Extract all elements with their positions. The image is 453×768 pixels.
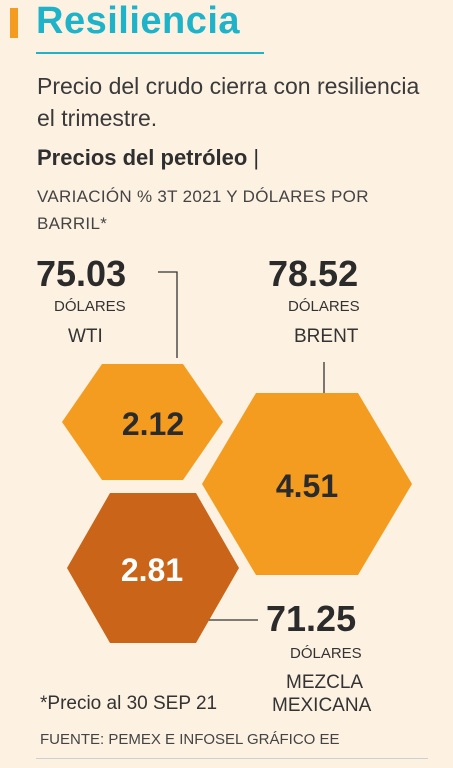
- brent-unit: DÓLARES: [288, 298, 360, 315]
- chart-title-separator: |: [253, 145, 260, 170]
- wti-name: WTI: [68, 326, 103, 347]
- source-line: FUENTE: PEMEX E INFOSEL GRÁFICO EE: [40, 731, 340, 748]
- title-accent-bar: [10, 8, 18, 38]
- mezcla-name-line2: MEXICANA: [272, 695, 372, 716]
- wti-connector-line: [158, 271, 178, 358]
- wti-price: 75.03: [36, 253, 127, 294]
- chart-title: Precios del petróleo |: [37, 145, 259, 171]
- brent-name: BRENT: [294, 326, 359, 347]
- mezcla-price: 71.25: [266, 598, 357, 639]
- wti-variation-label: 2.12: [122, 406, 184, 442]
- title-underline: [36, 52, 264, 54]
- footnote: *Precio al 30 SEP 21: [40, 693, 218, 714]
- chart-title-text: Precios del petróleo: [37, 145, 248, 170]
- wti-unit: DÓLARES: [54, 298, 126, 315]
- chart-subtitle: VARIACIÓN % 3T 2021 Y DÓLARES POR BARRIL…: [37, 187, 369, 233]
- mezcla-hexagon: [67, 493, 239, 643]
- mezcla-unit: DÓLARES: [290, 645, 362, 662]
- brent-hexagon: [202, 393, 412, 575]
- page-subtitle: Precio del crudo cierra con resiliencia …: [37, 73, 420, 131]
- brent-variation-label: 4.51: [276, 468, 338, 504]
- mezcla-variation-label: 2.81: [121, 552, 183, 588]
- page-title: Resiliencia: [36, 0, 241, 42]
- bottom-divider: [36, 758, 428, 759]
- mezcla-name-line1: MEZCLA: [286, 672, 364, 693]
- wti-hexagon: [62, 364, 223, 480]
- brent-price: 78.52: [268, 253, 359, 294]
